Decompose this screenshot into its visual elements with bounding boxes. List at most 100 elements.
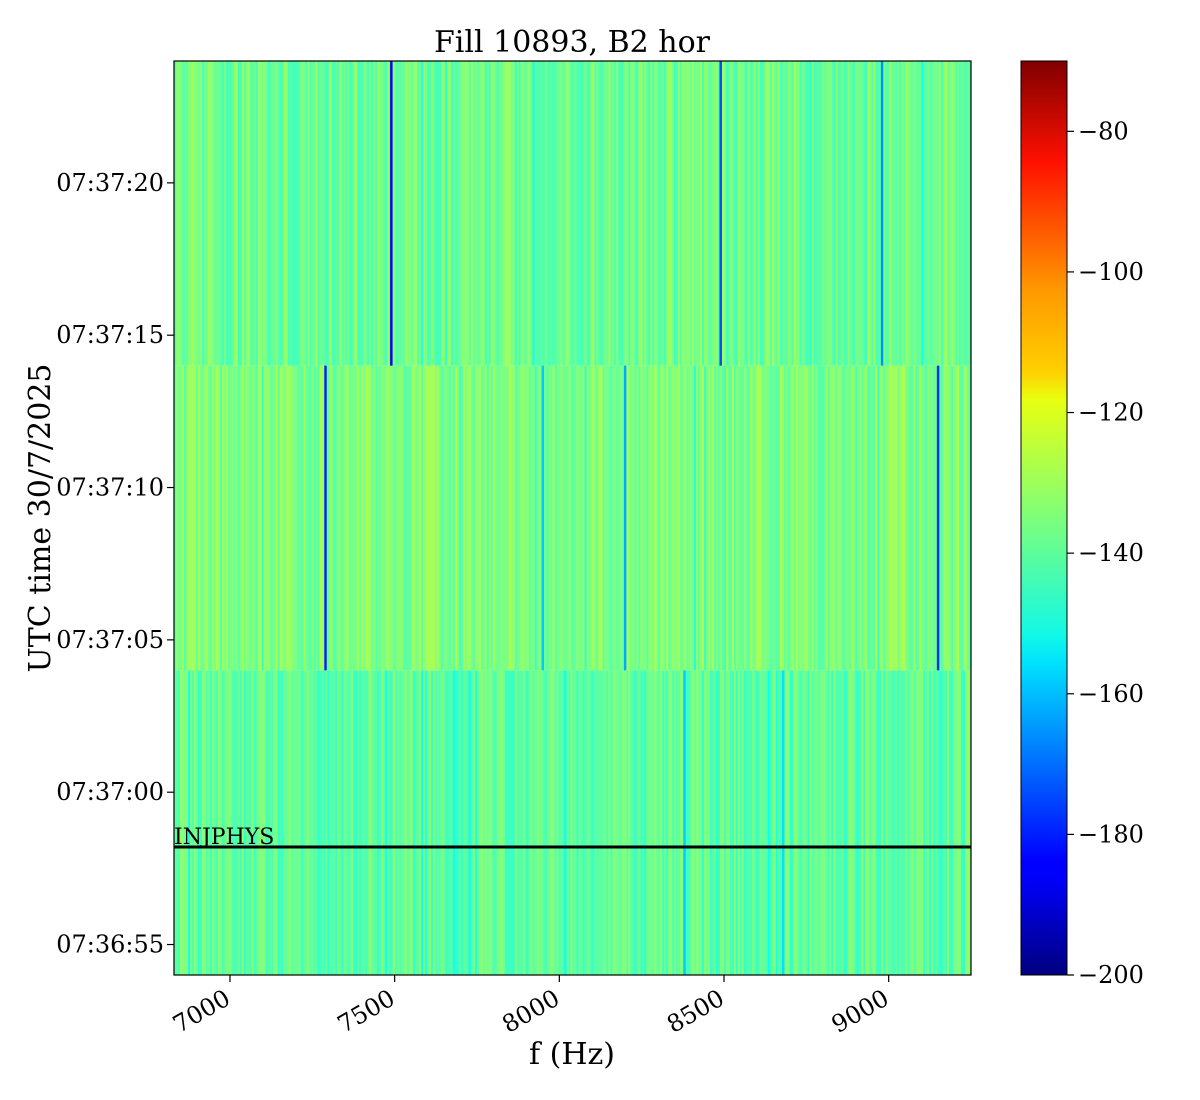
- heatmap-cell: [702, 365, 705, 671]
- heatmap-cell: [239, 365, 243, 671]
- heatmap-cell: [231, 365, 235, 671]
- heatmap-cell: [468, 61, 472, 366]
- heatmap-cell: [737, 365, 741, 671]
- x-tick-label: 8000: [497, 984, 564, 1039]
- heatmap-cell: [678, 61, 681, 366]
- heatmap-cell: [345, 670, 348, 975]
- heatmap-cell: [921, 670, 924, 975]
- heatmap-cell: [891, 365, 894, 671]
- heatmap-cell: [576, 365, 579, 671]
- heatmap-cell: [779, 670, 783, 975]
- heatmap-cell: [476, 670, 480, 975]
- heatmap-cell: [255, 365, 259, 671]
- heatmap-cell: [761, 61, 765, 366]
- heatmap-cell: [945, 670, 948, 975]
- heatmap-cell: [799, 365, 803, 671]
- heatmap-cell: [827, 61, 830, 366]
- heatmap-cell: [552, 365, 555, 671]
- heatmap-cell: [207, 61, 211, 366]
- heatmap-cell: [755, 670, 759, 975]
- heatmap-cell: [185, 61, 189, 366]
- heatmap-cell: [407, 365, 410, 671]
- heatmap-cell: [379, 61, 382, 366]
- heatmap-cell: [646, 61, 649, 366]
- heatmap-cell: [833, 365, 836, 671]
- heatmap-cell: [869, 365, 872, 671]
- heatmap-cell: [462, 670, 466, 975]
- heatmap-cell: [484, 61, 488, 366]
- heatmap-cell: [965, 670, 968, 975]
- heatmap-cell: [656, 61, 659, 366]
- heatmap-cell: [444, 670, 448, 975]
- heatmap-cell: [694, 365, 697, 671]
- heatmap-cell: [191, 365, 195, 671]
- heatmap-cell: [753, 670, 757, 975]
- heatmap-cell: [831, 670, 834, 975]
- heatmap-cell: [425, 61, 428, 366]
- heatmap-cell: [819, 365, 822, 671]
- heatmap-cell: [644, 365, 647, 671]
- heatmap-cell: [717, 670, 721, 975]
- heatmap-cell: [255, 61, 259, 366]
- heatmap-cell: [737, 670, 741, 975]
- heatmap-cell: [494, 365, 498, 671]
- heatmap-cell: [935, 365, 938, 671]
- heatmap-cell: [789, 670, 793, 975]
- heatmap-cell: [582, 670, 585, 975]
- heatmap-cell: [696, 670, 699, 975]
- heatmap-cell: [799, 670, 803, 975]
- heatmap-cell: [301, 61, 304, 366]
- heatmap-cell: [263, 670, 267, 975]
- heatmap-cell: [853, 670, 856, 975]
- heatmap-cell: [283, 670, 286, 975]
- heatmap-cell: [369, 365, 372, 671]
- heatmap-cell: [307, 670, 310, 975]
- heatmap-cell: [779, 365, 783, 671]
- heatmap-cell: [337, 61, 340, 366]
- heatmap-cell: [873, 670, 876, 975]
- heatmap-cell: [315, 61, 318, 366]
- heatmap-cell: [359, 61, 362, 366]
- heatmap-cell: [600, 670, 603, 975]
- heatmap-cell: [502, 365, 506, 671]
- heatmap-cell: [339, 365, 342, 671]
- heatmap-cell: [369, 670, 372, 975]
- heatmap-cell: [237, 670, 241, 975]
- heatmap-cell: [566, 670, 569, 975]
- heatmap-cell: [793, 365, 797, 671]
- heatmap-cell: [933, 61, 936, 366]
- heatmap-cell: [522, 670, 526, 975]
- heatmap-cell: [717, 61, 721, 366]
- heatmap-cell: [510, 365, 514, 671]
- heatmap-cell: [321, 365, 324, 671]
- heatmap-cell: [797, 365, 801, 671]
- heatmap-cell: [735, 61, 739, 366]
- heatmap-cell: [542, 61, 545, 366]
- heatmap-cell: [311, 670, 314, 975]
- heatmap-cell: [464, 670, 468, 975]
- heatmap-cell: [696, 365, 699, 671]
- heatmap-cell: [433, 61, 436, 366]
- heatmap-cell: [514, 365, 518, 671]
- heatmap-cell: [323, 670, 326, 975]
- heatmap-cell: [474, 670, 478, 975]
- heatmap-cell: [504, 670, 508, 975]
- heatmap-cell: [544, 61, 547, 366]
- heatmap-cell: [901, 61, 904, 366]
- heatmap-cell: [556, 670, 559, 975]
- heatmap-cell: [397, 670, 400, 975]
- heatmap-cell: [315, 670, 318, 975]
- heatmap-cell: [688, 670, 691, 975]
- heatmap-cell: [454, 670, 458, 975]
- heatmap-cell: [257, 61, 261, 366]
- heatmap-cell: [574, 670, 577, 975]
- heatmap-cell: [564, 61, 567, 366]
- heatmap-dip-line: [782, 670, 785, 975]
- heatmap-cell: [514, 61, 518, 366]
- heatmap-cell: [612, 670, 615, 975]
- heatmap-cell: [437, 670, 440, 975]
- heatmap-cell: [490, 670, 494, 975]
- heatmap-cell: [546, 670, 549, 975]
- heatmap-cell: [554, 61, 557, 366]
- heatmap-cell: [963, 61, 966, 366]
